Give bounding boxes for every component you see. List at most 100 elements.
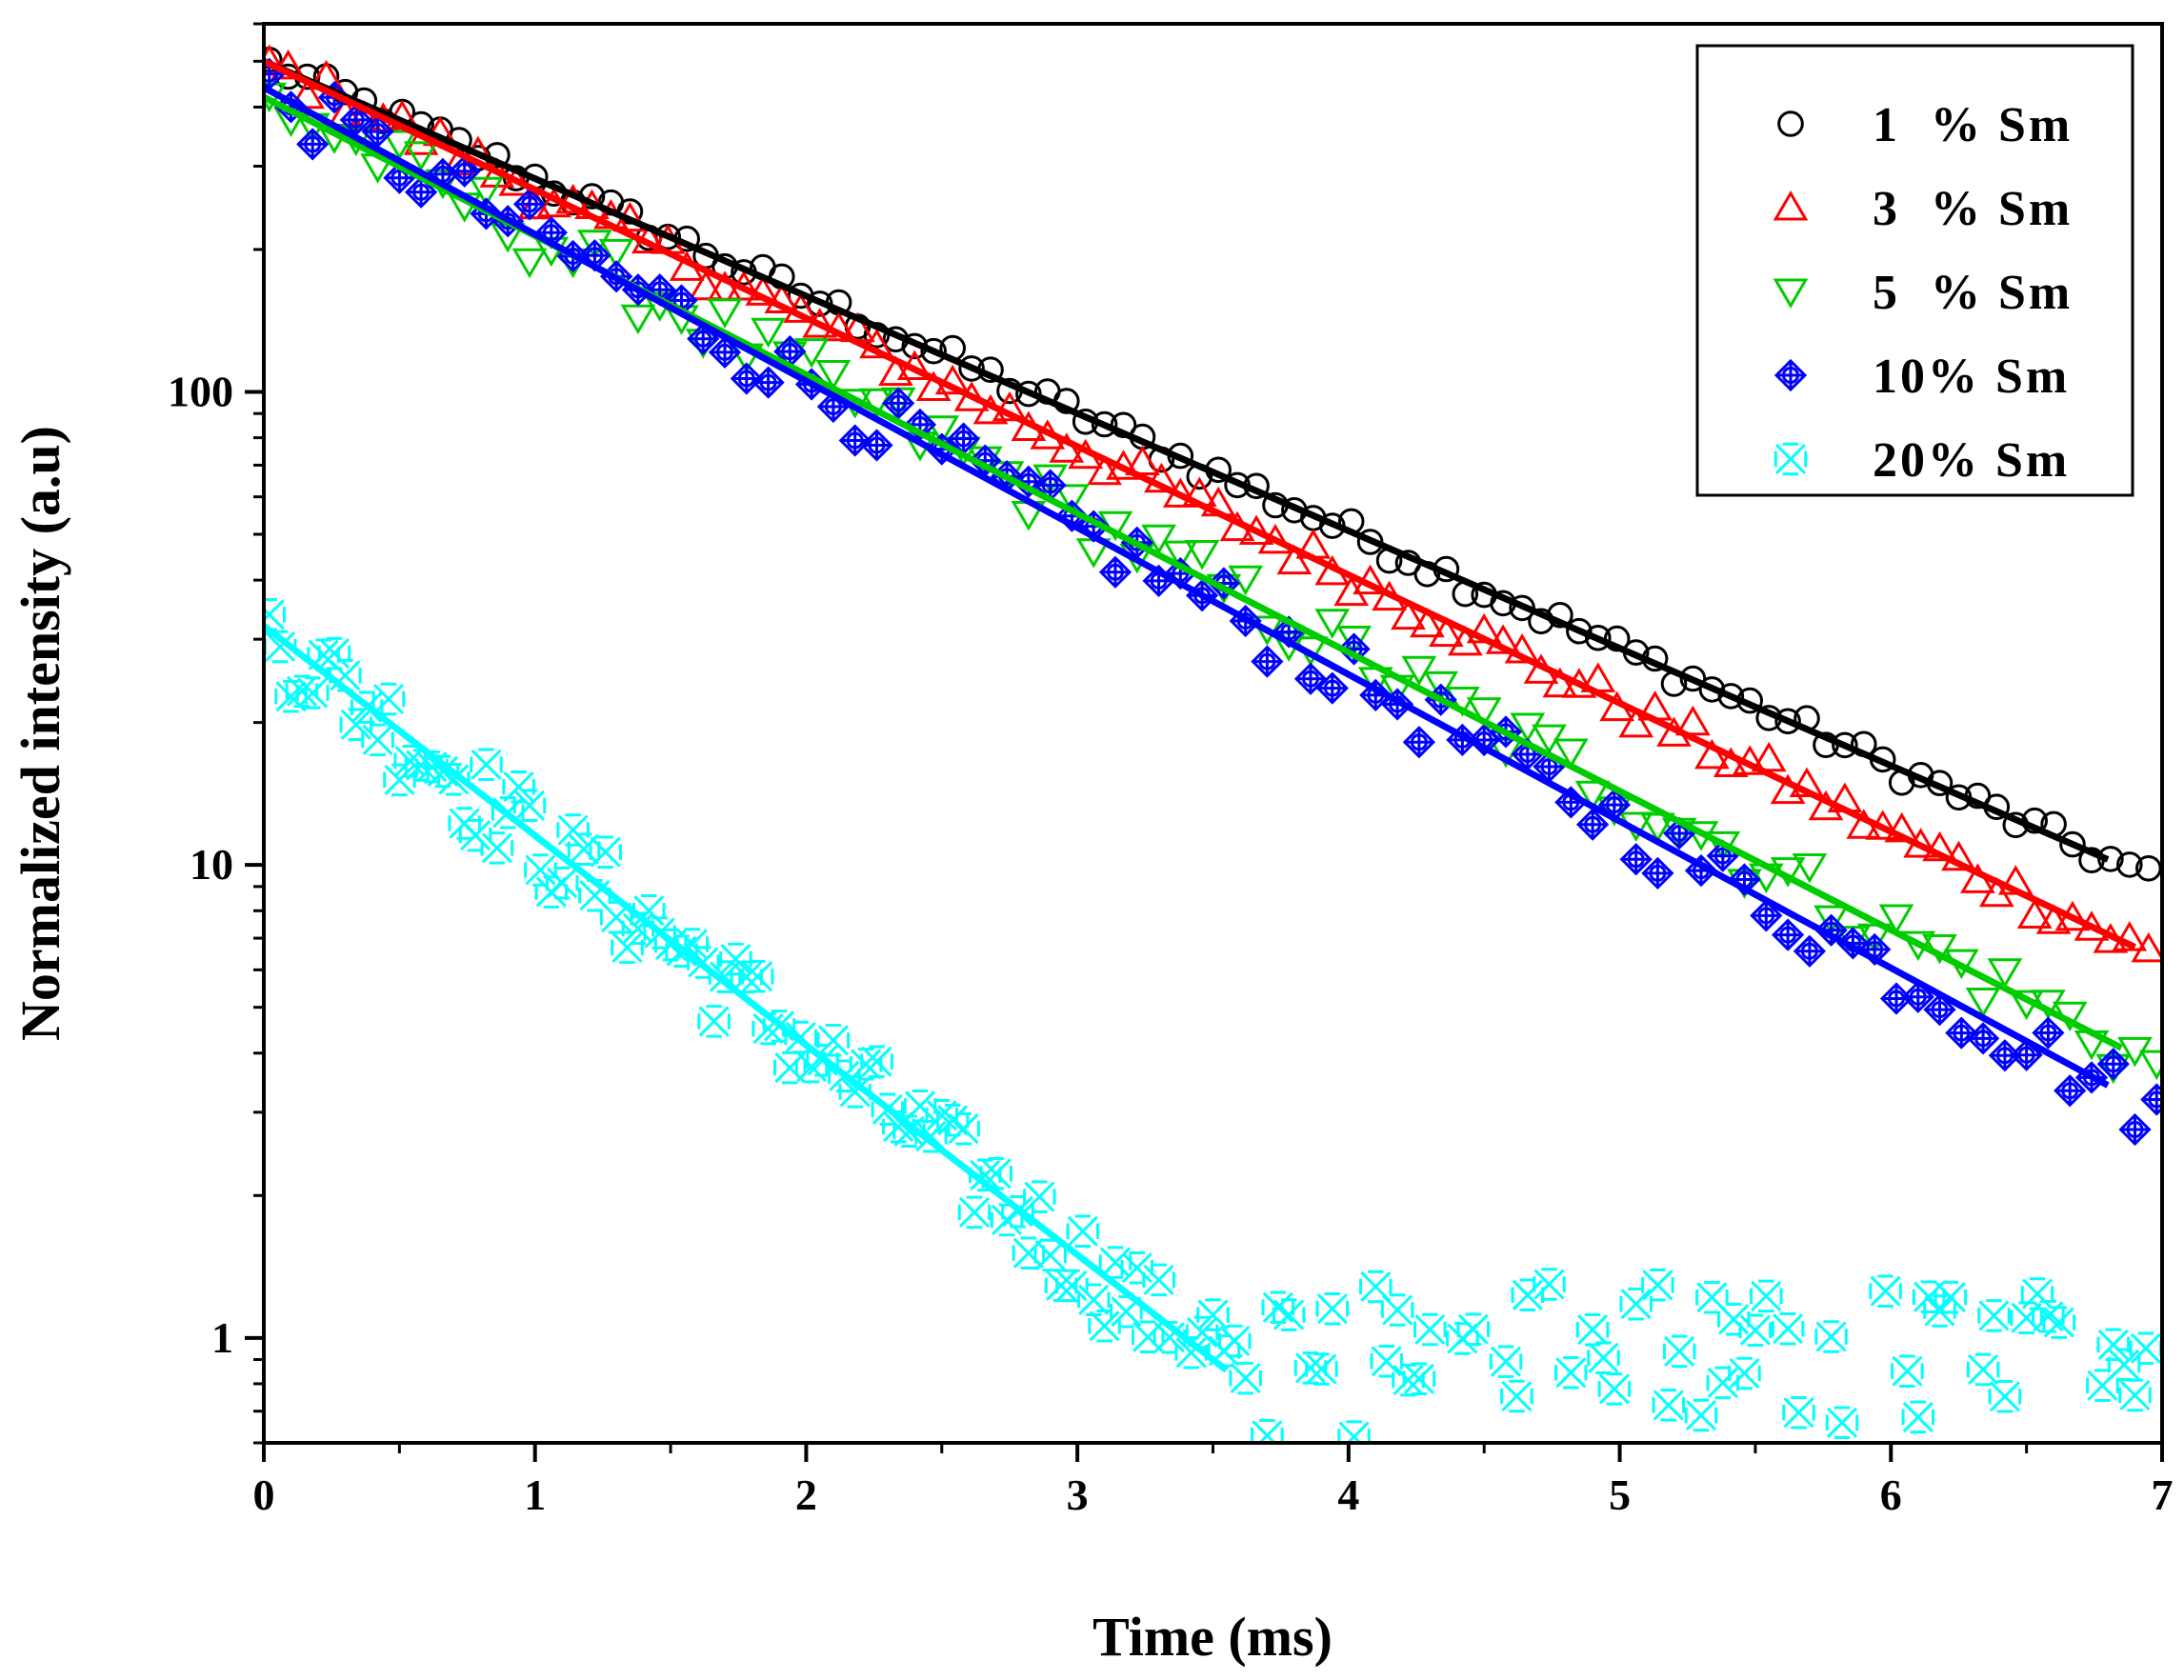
data-point xyxy=(2112,921,2148,951)
data-point xyxy=(2118,1378,2152,1412)
legend-marker xyxy=(1777,110,1804,137)
data-point xyxy=(1694,738,1730,770)
data-point xyxy=(512,188,547,221)
data-point xyxy=(1315,1291,1350,1326)
data-point xyxy=(598,238,634,270)
data-point xyxy=(1941,840,1976,871)
data-point xyxy=(1750,1279,1783,1313)
data-point xyxy=(2096,1328,2131,1362)
data-point xyxy=(524,853,557,887)
data-point xyxy=(1891,1354,1924,1388)
data-point xyxy=(1966,1022,2000,1055)
data-point xyxy=(740,960,774,993)
data-point xyxy=(751,317,786,349)
fit-line xyxy=(264,84,2110,1089)
data-point xyxy=(1401,655,1437,687)
y-tick-label: 1 xyxy=(211,1313,233,1362)
data-point xyxy=(1228,565,1264,596)
data-point xyxy=(1832,731,1858,759)
data-point xyxy=(512,789,547,823)
data-point xyxy=(567,832,601,866)
data-point xyxy=(1276,544,1312,575)
data-point xyxy=(2032,1016,2065,1050)
data-point xyxy=(816,1024,851,1057)
x-tick-label: 1 xyxy=(524,1470,546,1519)
data-point xyxy=(1337,1420,1371,1443)
data-point xyxy=(751,366,785,399)
data-point xyxy=(1142,1263,1175,1297)
data-point xyxy=(860,1045,893,1078)
data-point xyxy=(1825,1406,1859,1440)
data-point xyxy=(1370,1345,1403,1378)
data-point xyxy=(1965,988,2001,1018)
data-point xyxy=(285,674,319,708)
data-point xyxy=(1466,697,1502,728)
data-point xyxy=(404,175,438,209)
data-point xyxy=(1675,705,1711,736)
data-point xyxy=(1554,1356,1588,1390)
data-point xyxy=(2010,1038,2043,1071)
data-point xyxy=(1489,1345,1523,1378)
data-point xyxy=(1585,624,1612,651)
data-point xyxy=(1728,1356,1761,1390)
data-point xyxy=(2107,1348,2141,1382)
data-point xyxy=(1782,1395,1815,1430)
data-point xyxy=(296,128,330,161)
data-point xyxy=(1091,410,1118,438)
x-tick-label: 7 xyxy=(2152,1470,2174,1519)
x-axis-title: Time (ms) xyxy=(1092,1606,1332,1668)
fit-line xyxy=(264,58,2137,950)
data-point xyxy=(589,835,622,869)
data-point xyxy=(1652,1389,1686,1422)
data-point xyxy=(1813,905,1849,936)
data-point xyxy=(882,387,915,420)
x-tick-label: 6 xyxy=(1880,1470,1902,1519)
data-point xyxy=(1054,484,1090,514)
data-point xyxy=(1141,524,1176,555)
data-point xyxy=(1315,671,1349,705)
data-point xyxy=(1184,540,1220,570)
legend-box xyxy=(1695,44,2134,497)
data-point xyxy=(1922,830,1957,862)
data-point xyxy=(1485,624,1521,654)
data-point xyxy=(620,304,656,335)
data-point xyxy=(2116,851,2143,878)
data-point xyxy=(2035,904,2072,934)
data-point xyxy=(317,636,351,670)
data-point xyxy=(1380,1293,1414,1327)
data-point xyxy=(1789,767,1825,797)
data-point xyxy=(2129,1331,2162,1366)
data-point xyxy=(480,831,514,865)
data-point xyxy=(545,866,579,900)
legend-marker xyxy=(1773,442,1808,476)
data-point xyxy=(1641,1269,1674,1302)
data-point xyxy=(1640,812,1675,843)
data-point xyxy=(502,770,535,804)
data-point xyxy=(1229,1361,1262,1395)
data-point xyxy=(1218,1324,1252,1358)
data-point xyxy=(1884,811,1920,843)
data-point xyxy=(1934,1280,1968,1314)
data-point xyxy=(1793,934,1827,968)
data-point xyxy=(1098,555,1132,589)
data-point xyxy=(1619,1287,1653,1321)
data-point xyxy=(2054,1074,2087,1108)
data-point xyxy=(1662,1334,1696,1369)
data-point xyxy=(295,676,330,710)
x-tick-label: 0 xyxy=(253,1470,275,1519)
data-point xyxy=(1575,1312,1610,1347)
data-point xyxy=(1012,1236,1046,1270)
data-point xyxy=(1500,1379,1533,1413)
data-point xyxy=(1792,853,1828,884)
y-axis-title: Normalized intensity (a.u) xyxy=(10,426,71,1041)
data-point xyxy=(1251,1419,1284,1443)
data-point xyxy=(1575,808,1610,841)
data-point xyxy=(697,1005,731,1038)
data-point xyxy=(1305,1352,1338,1386)
data-point xyxy=(1750,899,1783,932)
data-point xyxy=(339,708,373,742)
data-point xyxy=(1771,918,1805,951)
data-point xyxy=(1945,1016,1978,1050)
data-point xyxy=(815,360,852,390)
data-point xyxy=(2020,1277,2054,1310)
